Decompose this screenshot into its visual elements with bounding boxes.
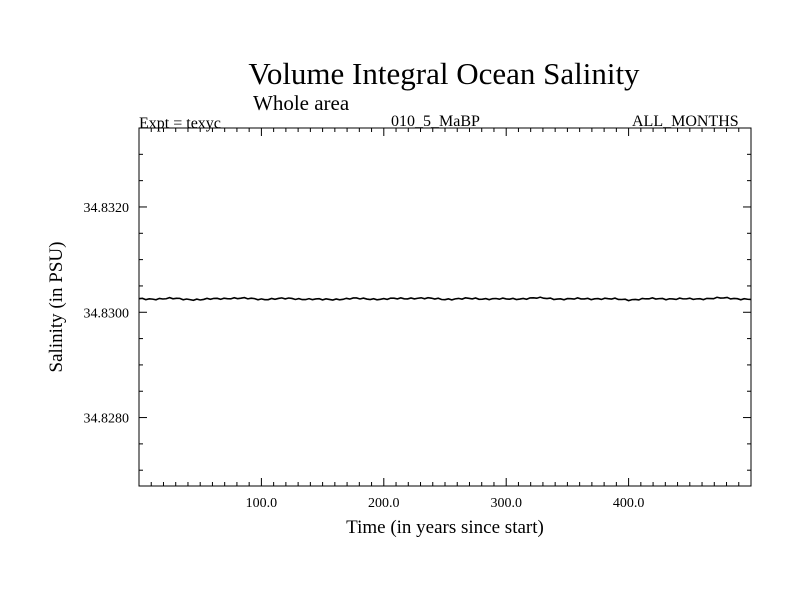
- run-id-label: 010_5_MaBP: [391, 113, 480, 130]
- x-tick-label: 200.0: [368, 496, 400, 511]
- salinity-series-line: [138, 296, 752, 302]
- tick-group: [139, 127, 751, 486]
- tick-label-group: 100.0 200.0 300.0 400.0 34.8280 34.8300 34.832…: [84, 201, 645, 511]
- y-axis-label: Salinity (in PSU): [46, 242, 67, 373]
- y-tick-label: 34.8320: [84, 201, 130, 216]
- y-tick-label: 34.8300: [84, 306, 130, 321]
- x-tick-label: 400.0: [613, 496, 645, 511]
- period-label: ALL_MONTHS: [632, 113, 739, 130]
- chart-title: Volume Integral Ocean Salinity: [248, 56, 640, 91]
- plot-frame: [138, 127, 752, 487]
- x-axis-label: Time (in years since start): [346, 517, 544, 538]
- x-tick-label: 100.0: [246, 496, 278, 511]
- chart-subtitle: Whole area: [253, 91, 350, 115]
- x-tick-label: 300.0: [490, 496, 522, 511]
- series-group: [138, 296, 752, 302]
- y-tick-label: 34.8280: [84, 412, 130, 427]
